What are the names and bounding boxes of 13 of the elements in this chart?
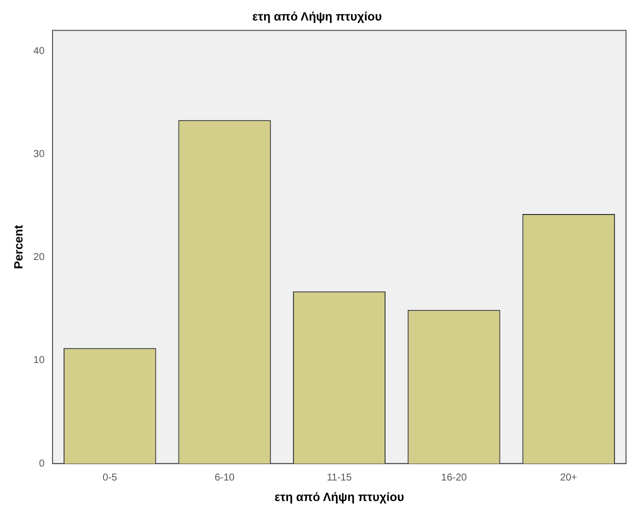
y-tick-label: 20 bbox=[33, 252, 45, 264]
y-tick-label: 40 bbox=[33, 46, 45, 57]
x-tick-label: 0-5 bbox=[102, 472, 118, 484]
x-tick-label: 20+ bbox=[560, 472, 578, 484]
y-axis-title: Percent bbox=[12, 224, 26, 270]
y-tick-label: 10 bbox=[33, 355, 45, 366]
y-tick-label: 0 bbox=[38, 458, 45, 470]
y-tick-label: 30 bbox=[33, 148, 45, 160]
chart-title: ετη από Λήψη πτυχίου bbox=[252, 10, 382, 24]
x-tick-label: 16-20 bbox=[441, 472, 468, 484]
x-tick-label: 11-15 bbox=[326, 472, 352, 484]
x-tick-label: 6-10 bbox=[214, 472, 236, 484]
x-axis-title: ετη από Λήψη πτυχίου bbox=[274, 490, 404, 504]
